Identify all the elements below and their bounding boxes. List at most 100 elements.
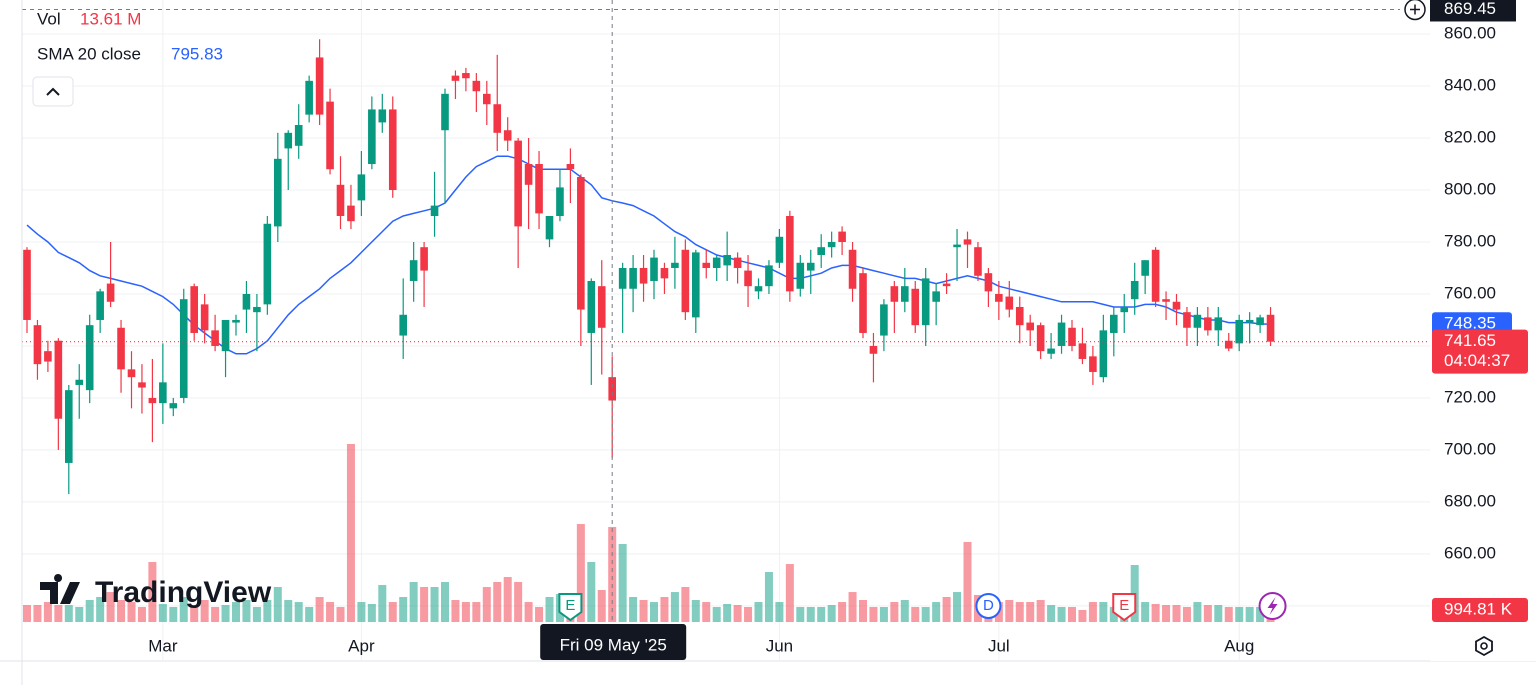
candle-body: [796, 262, 805, 289]
candle-body: [472, 80, 481, 92]
candle-body: [859, 273, 867, 333]
candle-body: [357, 174, 366, 201]
volume-bar: [33, 605, 42, 622]
legend-volume-value: 13.61 M: [80, 9, 141, 28]
candle-body: [1204, 317, 1212, 331]
candle-body: [848, 249, 857, 289]
candle-body: [106, 283, 115, 302]
candle-body: [566, 164, 575, 170]
volume-bar: [158, 603, 167, 622]
candle-body: [1183, 312, 1191, 328]
volume-bar: [409, 581, 418, 622]
volume-bar: [629, 597, 638, 622]
candle-body: [1005, 296, 1014, 310]
candle-body: [890, 286, 899, 302]
volume-bar: [472, 602, 481, 622]
volume-bar: [346, 444, 355, 622]
candle-body: [806, 262, 815, 271]
volume-bar: [399, 597, 408, 622]
volume-bar: [179, 597, 188, 622]
volume-bar: [54, 605, 63, 622]
candle-body: [388, 109, 397, 191]
volume-bar: [1162, 605, 1171, 622]
volume-bar: [1026, 602, 1035, 622]
volume-bar: [723, 603, 732, 622]
candle-body: [702, 262, 711, 268]
candle-body: [1172, 301, 1181, 310]
candle-body: [33, 325, 42, 365]
candle-body: [336, 184, 345, 216]
volume-bar: [200, 600, 209, 622]
watermark: TradingView: [40, 574, 272, 609]
volume-bar: [1151, 603, 1160, 622]
candle-body: [1193, 314, 1202, 328]
event-marker[interactable]: [558, 593, 583, 622]
volume-bar: [357, 602, 366, 622]
candle-body: [650, 257, 658, 281]
candle-body: [169, 403, 178, 409]
volume-bar: [1005, 600, 1014, 622]
candle-body: [430, 205, 439, 216]
volume-bar: [1099, 602, 1108, 622]
event-marker[interactable]: [1112, 593, 1137, 622]
candle-body: [1120, 306, 1129, 313]
candle-body: [984, 273, 993, 292]
volume-bar: [85, 600, 94, 622]
volume-bar: [953, 592, 962, 622]
candle-body: [556, 187, 564, 216]
candle-body: [326, 101, 334, 170]
volume-bar: [848, 592, 857, 622]
settings-button[interactable]: [1475, 635, 1493, 657]
candle-body: [733, 257, 742, 268]
y-tick-label: 800.00: [1444, 179, 1496, 198]
volume-bar: [221, 605, 230, 622]
y-tick-label: 840.00: [1444, 76, 1496, 95]
volume-bar: [326, 602, 335, 622]
y-tick-label: 860.00: [1444, 24, 1496, 43]
volume-bar: [127, 602, 136, 622]
candle-body: [44, 351, 52, 362]
volume-bar: [252, 606, 261, 622]
volume-bar: [702, 602, 711, 622]
candle-body: [838, 231, 846, 242]
candle-body: [179, 299, 188, 398]
candle-body: [660, 267, 669, 279]
volume-bar: [294, 602, 303, 622]
volume-bar: [733, 605, 742, 622]
lightning-icon: [1267, 597, 1278, 615]
volume-bar: [242, 600, 251, 622]
candle-body: [1256, 317, 1264, 326]
last-price-label: 741.65: [1444, 331, 1496, 350]
volume-bar: [211, 606, 220, 622]
volume-bar: [817, 606, 826, 622]
collapse-legend-button[interactable]: [32, 76, 74, 107]
candle-body: [1099, 330, 1108, 378]
volume-bar: [43, 602, 52, 622]
volume-bar: [1078, 609, 1087, 622]
candle-body: [1162, 299, 1170, 302]
volume-bar: [660, 597, 669, 622]
candle-body: [190, 286, 198, 333]
event-marker[interactable]: [975, 593, 1002, 619]
candle-body: [138, 382, 146, 388]
volume-bar: [420, 587, 429, 622]
volume-bar: [681, 587, 690, 622]
candle-body: [420, 247, 428, 271]
candle-body: [754, 286, 763, 292]
candle-body: [451, 75, 460, 81]
candle-body: [1235, 319, 1243, 344]
collapse-button-box[interactable]: [32, 76, 74, 107]
volume-bar: [764, 572, 773, 622]
candle-body: [775, 236, 784, 263]
volume-bar: [639, 600, 648, 622]
volume-bar: [232, 602, 240, 622]
candle-body: [514, 140, 522, 227]
candle-body: [1266, 314, 1275, 342]
candle-body: [1047, 348, 1055, 354]
y-tick-label: 720.00: [1444, 387, 1496, 406]
candle-body: [712, 257, 721, 268]
volume-bar: [284, 600, 293, 622]
volume-bar: [1047, 605, 1056, 622]
volume-bar: [921, 606, 930, 622]
